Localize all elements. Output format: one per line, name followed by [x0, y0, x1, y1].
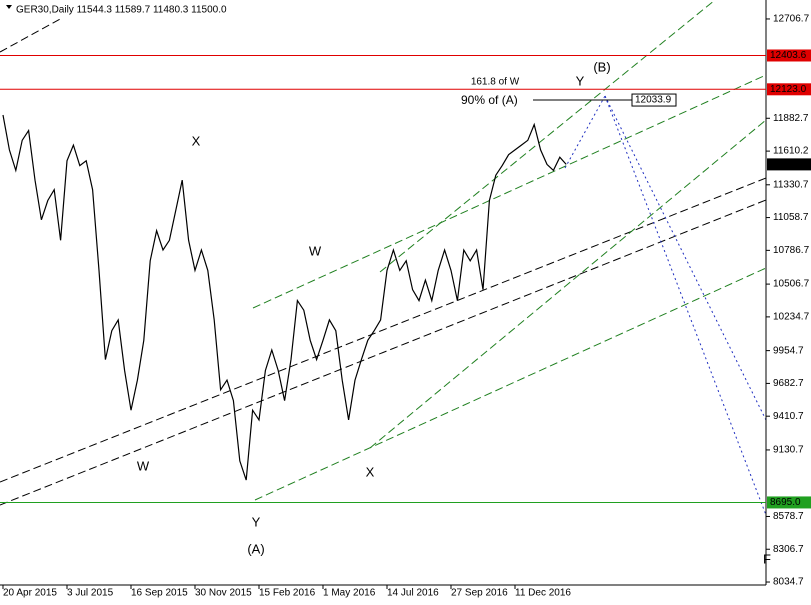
wave-label: (B): [593, 59, 610, 74]
trend-lines: [0, 0, 767, 516]
chart-title: GER30,Daily 11544.3 11589.7 11480.3 1150…: [16, 5, 227, 16]
y-tick-label: 11058.7: [773, 212, 809, 223]
x-tick-label: 30 Nov 2015: [195, 588, 252, 599]
y-tick-label: 8306.7: [773, 544, 804, 555]
x-tick-label: 14 Jul 2016: [387, 588, 439, 599]
y-tick-label: 9410.7: [773, 411, 804, 422]
trend-line: [0, 199, 767, 506]
target-box: [631, 93, 677, 107]
y-tick-label: 9682.7: [773, 378, 804, 389]
y-tick-label: 11330.7: [773, 179, 809, 190]
y-tick-label: 11882.7: [773, 113, 809, 124]
projection-line: [564, 95, 606, 169]
projection-line: [604, 95, 767, 421]
x-tick-label: 1 May 2016: [323, 588, 376, 599]
level-badge: [767, 158, 811, 171]
level-label: 12403.6: [770, 50, 807, 61]
target-label: 12033.9: [635, 95, 672, 106]
y-tick-label: 11610.2: [773, 146, 809, 157]
wave-label: Y: [252, 514, 261, 529]
wave-label: W: [309, 243, 322, 258]
level-label: 12123.0: [770, 84, 807, 95]
y-tick-label: 8578.7: [773, 511, 804, 522]
wave-label: X: [192, 133, 201, 148]
x-tick-label: 27 Sep 2016: [451, 588, 508, 599]
trend-line: [369, 119, 767, 449]
x-tick-label: 15 Feb 2016: [259, 588, 316, 599]
level-label: 8695.0: [770, 497, 801, 508]
level-label: 11500.0: [770, 159, 806, 170]
trend-line: [252, 74, 767, 309]
wave-label: W: [137, 458, 150, 473]
x-tick-label: 16 Sep 2015: [131, 588, 188, 599]
level-badge: [767, 83, 811, 96]
x-tick-label: 11 Dec 2016: [515, 588, 571, 599]
y-tick-label: 9130.7: [773, 445, 804, 456]
wave-label: 161.8 of W: [471, 77, 520, 88]
wave-label: X: [366, 464, 375, 479]
x-tick-label: 20 Apr 2015: [3, 588, 57, 599]
y-tick-label: 10786.7: [773, 245, 810, 256]
y-tick-label: 8034.7: [773, 577, 804, 588]
menu-arrow: [6, 5, 12, 9]
x-tick-label: 3 Jul 2015: [67, 588, 114, 599]
y-tick-label: 10506.7: [773, 279, 810, 290]
target-text: 90% of (A): [461, 93, 518, 107]
trend-line: [0, 177, 767, 483]
trend-line: [254, 267, 767, 501]
wave-label: F: [763, 551, 771, 566]
y-tick-label: 9954.7: [773, 345, 804, 356]
y-tick-label: 12706.7: [773, 14, 810, 25]
price-line: [2, 114, 567, 481]
wave-label: (A): [247, 541, 264, 556]
level-badge: [767, 49, 811, 62]
wave-label: Y: [576, 73, 585, 88]
level-badge: [767, 496, 811, 509]
y-tick-label: 10234.7: [773, 312, 810, 323]
